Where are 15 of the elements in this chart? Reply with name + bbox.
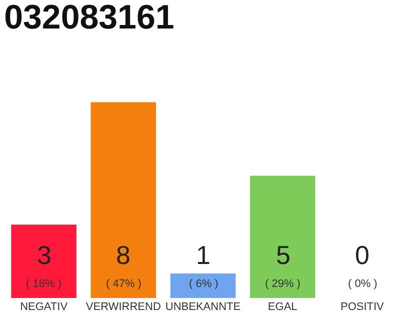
data-label: 5 ( 29% ) bbox=[265, 240, 300, 290]
x-tick-label: NEGATIV bbox=[20, 301, 68, 313]
x-tick-label: POSITIV bbox=[340, 301, 385, 313]
bar bbox=[250, 176, 316, 298]
data-label: 3 ( 18% ) bbox=[26, 240, 62, 290]
bar bbox=[90, 102, 156, 298]
chart-title: 032083161 bbox=[4, 0, 174, 37]
x-tick-label: UNBEKANNTE bbox=[165, 301, 241, 313]
bar bbox=[11, 224, 76, 298]
x-tick-label: EGAL bbox=[268, 301, 298, 313]
data-label: 0 ( 0% ) bbox=[348, 240, 378, 290]
data-label: 1 ( 6% ) bbox=[189, 240, 218, 290]
data-label: 8 ( 47% ) bbox=[106, 240, 142, 290]
x-tick-label: VERWIRREND bbox=[86, 301, 161, 313]
bar bbox=[170, 274, 236, 298]
